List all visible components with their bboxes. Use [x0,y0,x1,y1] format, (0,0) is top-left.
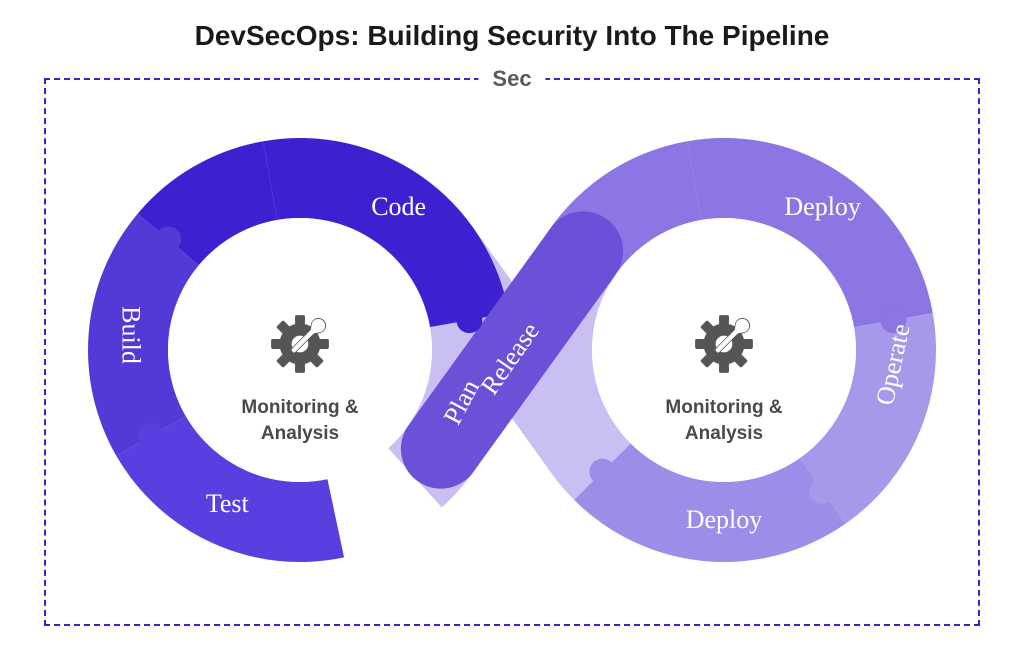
stage-label-test: Test [206,489,250,518]
gear-wrench-icon [686,306,762,387]
stage-label-deploy-bottom: Deploy [686,505,763,534]
center-left-caption: Monitoring &Analysis [210,395,390,446]
gear-wrench-icon [262,306,338,387]
center-right-block: Monitoring &Analysis [634,306,814,446]
devsecops-infinity-loop: CodePlanReleaseTestBuildDeployOperateDep… [0,0,1024,652]
center-right-caption: Monitoring &Analysis [634,395,814,446]
center-left-block: Monitoring &Analysis [210,306,390,446]
stage-label-deploy-top: Deploy [784,192,861,221]
stage-label-build: Build [117,306,146,364]
stage-label-code: Code [371,192,426,221]
